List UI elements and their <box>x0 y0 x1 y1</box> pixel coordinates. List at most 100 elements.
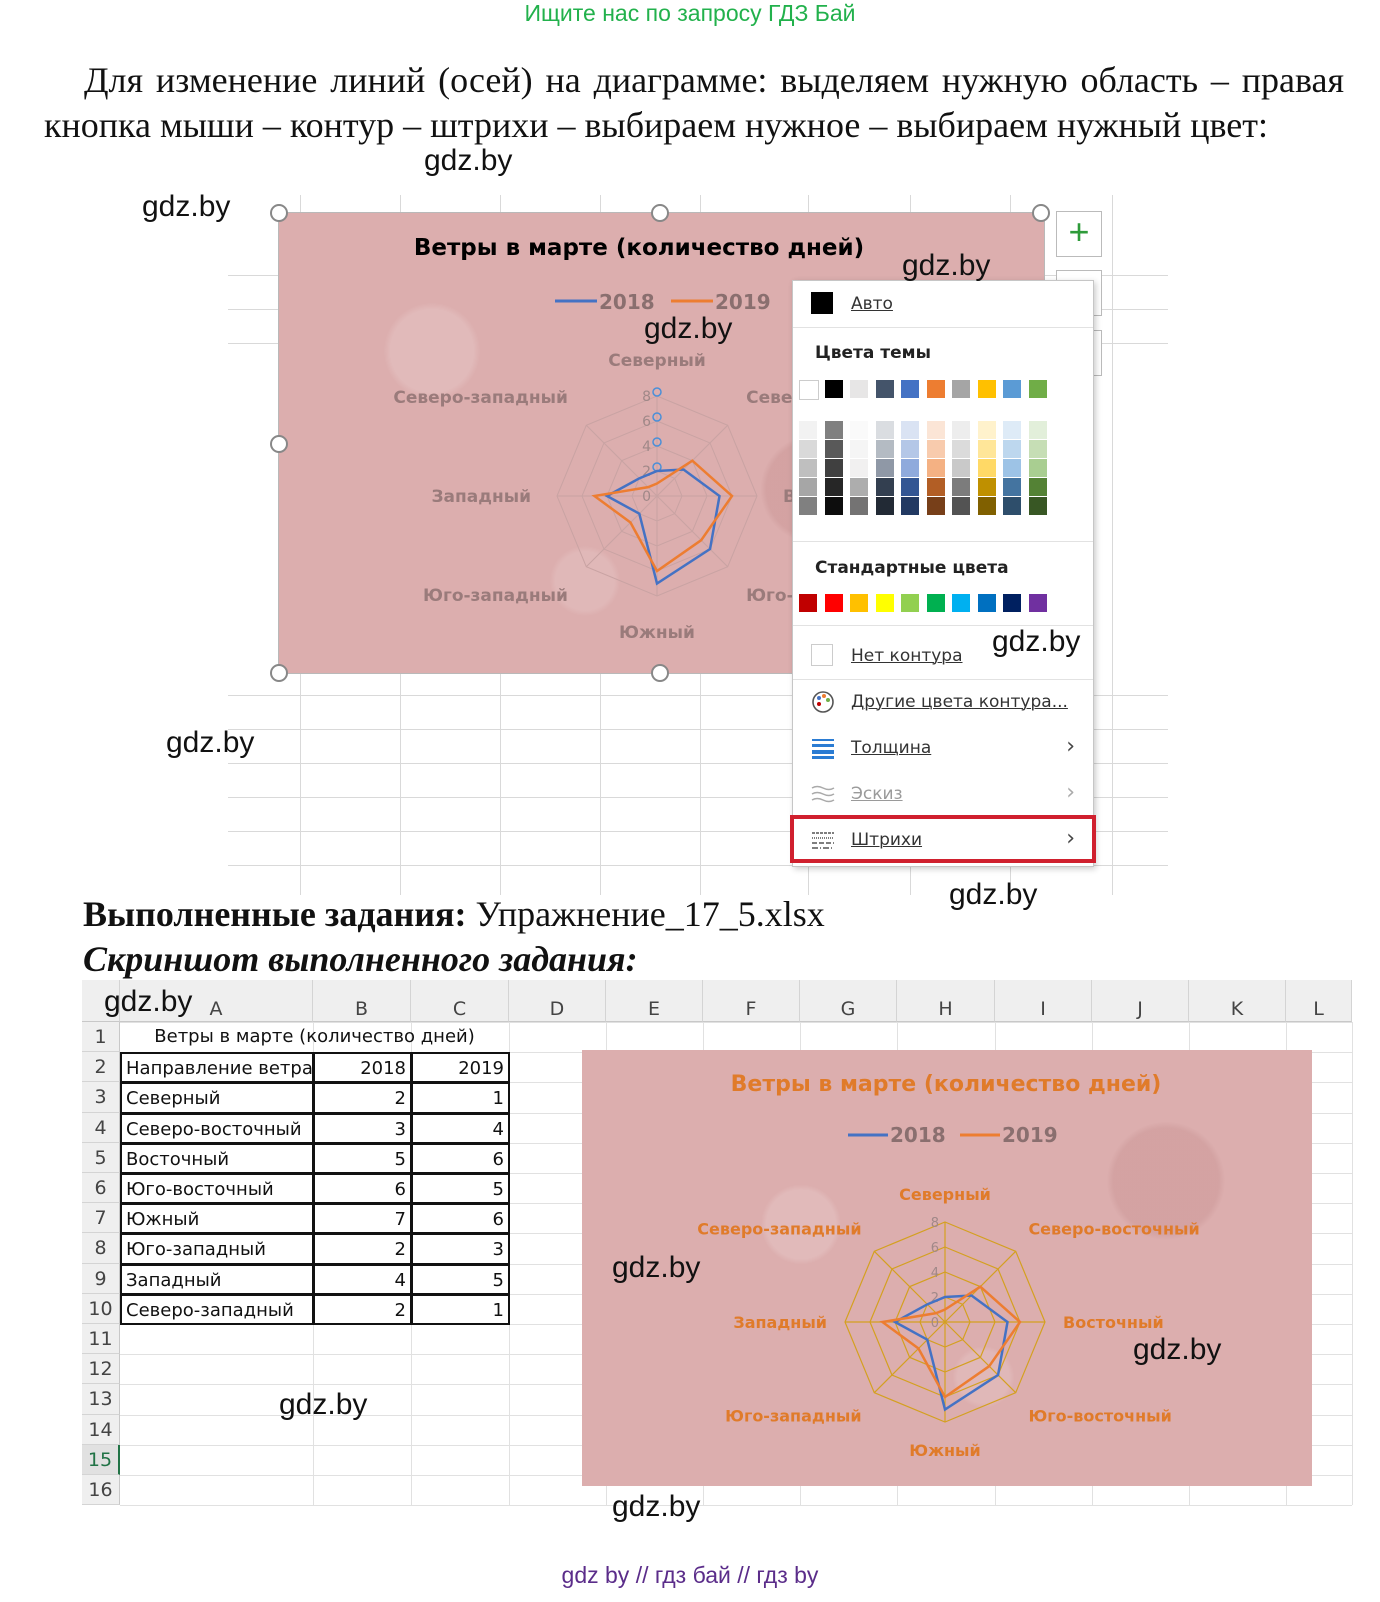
theme-color-tint[interactable] <box>1003 421 1021 439</box>
table-cell[interactable]: 6 <box>411 1142 510 1174</box>
menu-no-outline[interactable]: Нет контура <box>793 635 1093 677</box>
theme-color-swatch[interactable] <box>926 380 945 398</box>
row-header-7[interactable]: 7 <box>82 1203 120 1234</box>
table-cell[interactable]: 5 <box>411 1173 510 1205</box>
resize-handle-left[interactable] <box>270 435 288 453</box>
theme-color-tint[interactable] <box>875 440 894 458</box>
theme-color-tint[interactable] <box>977 421 996 439</box>
theme-color-tint[interactable] <box>799 478 817 496</box>
theme-color-tint[interactable] <box>799 497 817 515</box>
theme-color-swatch[interactable] <box>952 380 970 398</box>
table-cell[interactable]: 1 <box>411 1082 510 1114</box>
table-cell[interactable]: Юго-восточный <box>120 1173 314 1205</box>
theme-color-tint[interactable] <box>901 478 919 496</box>
theme-color-tint[interactable] <box>850 459 868 477</box>
theme-color-tint[interactable] <box>901 497 919 515</box>
table-cell[interactable]: Южный <box>120 1203 314 1235</box>
table-cell[interactable]: 6 <box>313 1173 412 1205</box>
menu-weight[interactable]: Толщина › <box>793 727 1093 769</box>
table-cell[interactable]: 5 <box>411 1263 510 1295</box>
table-cell[interactable]: 4 <box>313 1263 412 1295</box>
theme-color-tint[interactable] <box>824 497 843 515</box>
table-cell[interactable]: 4 <box>411 1112 510 1144</box>
theme-color-tint[interactable] <box>1003 459 1021 477</box>
theme-color-tint[interactable] <box>850 478 868 496</box>
theme-color-tint[interactable] <box>901 440 919 458</box>
theme-color-tint[interactable] <box>1028 440 1047 458</box>
resize-handle-bl[interactable] <box>270 664 288 682</box>
theme-color-tint[interactable] <box>1003 497 1021 515</box>
table-cell[interactable]: Северо-восточный <box>120 1112 314 1144</box>
theme-color-swatch[interactable] <box>901 380 919 398</box>
theme-color-tint[interactable] <box>952 440 970 458</box>
theme-color-swatch[interactable] <box>799 380 819 400</box>
table-cell[interactable]: Западный <box>120 1263 314 1295</box>
theme-color-tint[interactable] <box>952 478 970 496</box>
table-cell[interactable]: 6 <box>411 1203 510 1235</box>
table-cell[interactable]: 2 <box>313 1233 412 1265</box>
theme-color-tint[interactable] <box>824 421 843 439</box>
standard-color-swatch[interactable] <box>1028 594 1047 612</box>
table-cell[interactable]: 2 <box>313 1082 412 1114</box>
row-header-11[interactable]: 11 <box>82 1324 120 1355</box>
row-header-3[interactable]: 3 <box>82 1082 120 1113</box>
row-header-4[interactable]: 4 <box>82 1112 120 1143</box>
theme-color-tint[interactable] <box>977 478 996 496</box>
standard-color-swatch[interactable] <box>799 594 817 612</box>
resize-handle-tl[interactable] <box>270 204 288 222</box>
row-header-13[interactable]: 13 <box>82 1384 120 1415</box>
table-cell[interactable]: 2 <box>313 1293 412 1325</box>
standard-color-swatch[interactable] <box>977 594 996 612</box>
standard-color-swatch[interactable] <box>901 594 919 612</box>
theme-color-tint[interactable] <box>824 478 843 496</box>
theme-color-swatch[interactable] <box>1028 380 1047 398</box>
column-header-H[interactable]: H <box>897 980 995 1022</box>
radar-chart-2-area[interactable]: Ветры в марте (количество дней) 2018 201… <box>582 1050 1312 1486</box>
row-header-2[interactable]: 2 <box>82 1052 120 1083</box>
table-cell[interactable]: Восточный <box>120 1142 314 1174</box>
chart-elements-button[interactable]: + <box>1056 211 1102 257</box>
row-header-9[interactable]: 9 <box>82 1263 120 1294</box>
theme-color-swatch[interactable] <box>850 380 868 398</box>
table-cell[interactable]: 1 <box>411 1293 510 1325</box>
row-header-6[interactable]: 6 <box>82 1173 120 1204</box>
theme-color-tint[interactable] <box>1028 497 1047 515</box>
menu-more-colors[interactable]: Другие цвета контура... <box>793 681 1093 723</box>
theme-color-tint[interactable] <box>824 459 843 477</box>
table-header-cell[interactable]: 2018 <box>313 1052 412 1084</box>
theme-color-swatch[interactable] <box>1003 380 1021 398</box>
theme-color-swatch[interactable] <box>824 380 843 398</box>
column-header-C[interactable]: C <box>411 980 509 1022</box>
row-header-14[interactable]: 14 <box>82 1414 120 1445</box>
table-cell[interactable]: 5 <box>313 1142 412 1174</box>
table-cell[interactable]: 3 <box>313 1112 412 1144</box>
table-cell[interactable]: Северный <box>120 1082 314 1114</box>
column-header-J[interactable]: J <box>1092 980 1189 1022</box>
theme-color-tint[interactable] <box>901 459 919 477</box>
standard-color-swatch[interactable] <box>952 594 970 612</box>
theme-color-swatch[interactable] <box>875 380 894 398</box>
theme-color-tint[interactable] <box>926 459 945 477</box>
cell-table-title[interactable]: Ветры в марте (количество дней) <box>154 1026 475 1047</box>
theme-color-tint[interactable] <box>952 459 970 477</box>
menu-auto[interactable]: Авто <box>793 283 1093 325</box>
standard-color-swatch[interactable] <box>1003 594 1021 612</box>
theme-color-tint[interactable] <box>1028 459 1047 477</box>
column-header-F[interactable]: F <box>703 980 800 1022</box>
row-header-8[interactable]: 8 <box>82 1233 120 1264</box>
theme-color-tint[interactable] <box>850 440 868 458</box>
standard-color-swatch[interactable] <box>875 594 894 612</box>
theme-color-tint[interactable] <box>926 440 945 458</box>
table-header-cell[interactable]: 2019 <box>411 1052 510 1084</box>
theme-color-tint[interactable] <box>977 459 996 477</box>
table-cell[interactable]: Юго-западный <box>120 1233 314 1265</box>
column-header-I[interactable]: I <box>995 980 1092 1022</box>
standard-color-swatch[interactable] <box>824 594 843 612</box>
theme-color-tint[interactable] <box>824 440 843 458</box>
column-header-A[interactable]: A <box>120 980 313 1022</box>
theme-color-tint[interactable] <box>850 497 868 515</box>
row-header-1[interactable]: 1 <box>82 1022 120 1053</box>
table-cell[interactable]: 3 <box>411 1233 510 1265</box>
column-header-L[interactable]: L <box>1286 980 1352 1022</box>
column-header-K[interactable]: K <box>1189 980 1286 1022</box>
